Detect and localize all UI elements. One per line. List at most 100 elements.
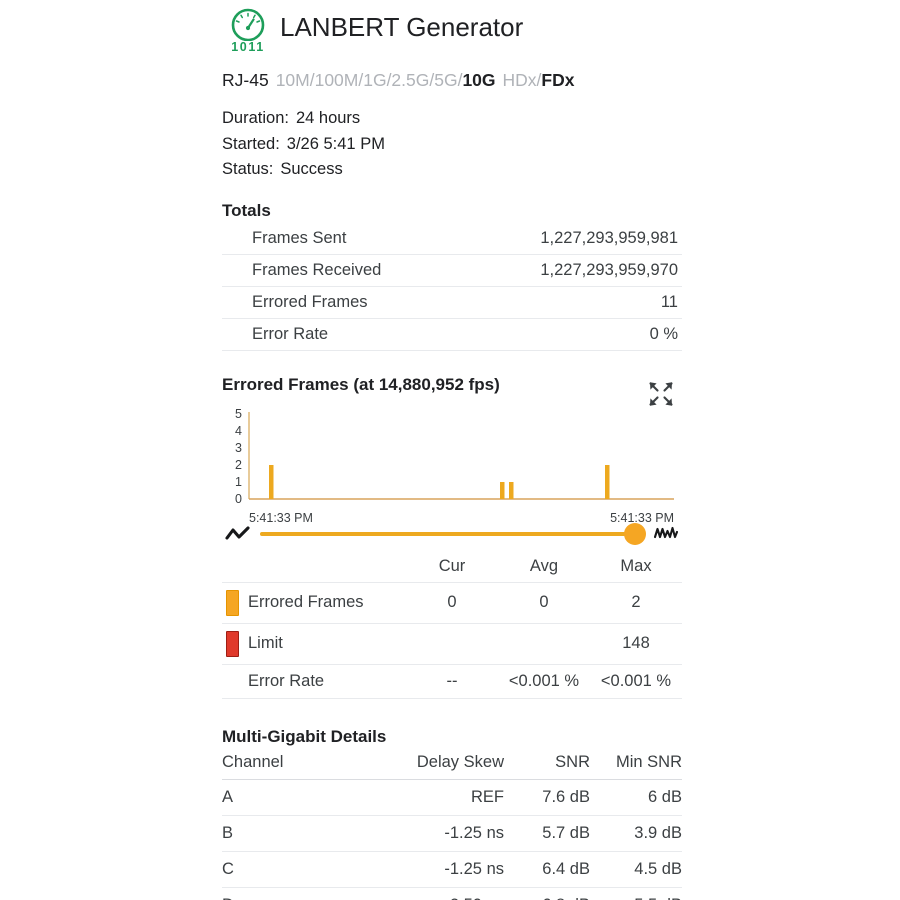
cell-min-snr: 6 dB bbox=[590, 779, 682, 816]
duplex-inactive: HDx/ bbox=[502, 70, 542, 90]
table-row: Frames Sent 1,227,293,959,981 bbox=[222, 222, 682, 255]
stats-row-label: Errored Frames bbox=[248, 582, 406, 624]
legend-swatch-errored-frames bbox=[226, 589, 239, 616]
chart-header: Errored Frames (at 14,880,952 fps) bbox=[222, 374, 682, 406]
table-row: Frames Received 1,227,293,959,970 bbox=[222, 254, 682, 287]
status-value: Success bbox=[280, 160, 343, 178]
coarse-wave-icon[interactable] bbox=[222, 525, 254, 543]
stats-row-label: Error Rate bbox=[248, 664, 406, 699]
table-row: Errored Frames 11 bbox=[222, 286, 682, 319]
stats-header-name bbox=[248, 552, 406, 583]
app-logo: 1011 bbox=[222, 6, 274, 54]
stats-row-max: 2 bbox=[590, 582, 682, 624]
cell-channel: C bbox=[222, 851, 372, 888]
stats-header-max: Max bbox=[590, 552, 682, 583]
stats-header-swatch bbox=[222, 552, 248, 583]
logo-badge-text: 1011 bbox=[231, 40, 265, 54]
x-label-end: 5:41:33 PM bbox=[610, 510, 674, 525]
totals-row-value: 1,227,293,959,981 bbox=[465, 222, 682, 255]
cell-delay-skew: REF bbox=[372, 779, 504, 816]
legend-swatch-cell bbox=[222, 582, 248, 624]
stats-row-avg: <0.001 % bbox=[498, 664, 590, 699]
header-min-snr: Min SNR bbox=[590, 748, 682, 780]
stats-header-avg: Avg bbox=[498, 552, 590, 583]
header-snr: SNR bbox=[504, 748, 590, 780]
test-meta-list: Duration: 24 hours Started: 3/26 5:41 PM S… bbox=[222, 106, 682, 183]
cell-min-snr: 5.5 dB bbox=[590, 887, 682, 900]
page-title: LANBERT Generator bbox=[280, 12, 524, 42]
table-row: Limit 148 bbox=[222, 623, 682, 665]
svg-text:4: 4 bbox=[235, 424, 242, 438]
cell-delay-skew: -2.50 ns bbox=[372, 887, 504, 900]
slider-track-fill bbox=[260, 531, 644, 536]
started-label: Started: bbox=[222, 134, 280, 153]
expand-icon[interactable] bbox=[646, 379, 676, 409]
totals-row-label: Error Rate bbox=[222, 318, 466, 351]
errored-frames-chart: 5 4 3 2 1 0 5:41:33 P bbox=[222, 407, 682, 525]
duplex-active: FDx bbox=[541, 70, 575, 90]
svg-text:5: 5 bbox=[235, 407, 242, 421]
duration-value: 24 hours bbox=[295, 109, 361, 127]
started-value: 3/26 5:41 PM bbox=[286, 134, 385, 153]
svg-text:3: 3 bbox=[235, 441, 242, 455]
stats-row-max: <0.001 % bbox=[590, 664, 682, 699]
cell-channel: D bbox=[222, 887, 372, 900]
report-content: 1011 LANBERT Generator RJ-45 10M/100M/1G/… bbox=[222, 0, 682, 900]
stats-header-cur: Cur bbox=[406, 552, 498, 583]
cell-channel: A bbox=[222, 779, 372, 816]
speed-active: 10G bbox=[462, 70, 496, 90]
cell-delay-skew: -1.25 ns bbox=[372, 815, 504, 852]
legend-swatch-cell bbox=[222, 623, 248, 665]
table-row: D -2.50 ns 6.8 dB 5.5 dB bbox=[222, 887, 682, 900]
totals-row-value: 0 % bbox=[465, 318, 682, 351]
link-summary: RJ-45 10M/100M/1G/2.5G/5G/10G HDx/FDx bbox=[222, 68, 682, 92]
cell-min-snr: 3.9 dB bbox=[590, 815, 682, 852]
cell-min-snr: 4.5 dB bbox=[590, 851, 682, 888]
multigig-header-row: Channel Delay Skew SNR Min SNR bbox=[222, 748, 682, 780]
totals-row-label: Frames Received bbox=[222, 254, 466, 287]
table-row: B -1.25 ns 5.7 dB 3.9 dB bbox=[222, 815, 682, 852]
meta-row-status: Status: Success bbox=[222, 157, 682, 183]
fine-wave-icon[interactable] bbox=[650, 525, 682, 543]
table-row: Error Rate -- <0.001 % <0.001 % bbox=[222, 664, 682, 699]
totals-table: Frames Sent 1,227,293,959,981 Frames Rec… bbox=[222, 222, 682, 351]
legend-swatch-limit bbox=[226, 630, 239, 657]
chart-title: Errored Frames (at 14,880,952 fps) bbox=[222, 374, 500, 394]
duration-label: Duration: bbox=[222, 109, 289, 127]
totals-row-value: 11 bbox=[465, 286, 682, 319]
gauge-icon bbox=[230, 8, 266, 41]
header-delay-skew: Delay Skew bbox=[372, 748, 504, 780]
cell-snr: 5.7 dB bbox=[504, 815, 590, 852]
chart-plot: 5 4 3 2 1 0 bbox=[235, 407, 674, 506]
table-row: Errored Frames 0 0 2 bbox=[222, 582, 682, 624]
multigigabit-heading: Multi-Gigabit Details bbox=[222, 726, 387, 746]
svg-text:2: 2 bbox=[235, 458, 242, 472]
app-header: 1011 LANBERT Generator bbox=[222, 0, 682, 60]
meta-row-duration: Duration: 24 hours bbox=[222, 106, 682, 132]
stats-row-avg bbox=[498, 623, 590, 665]
header-channel: Channel bbox=[222, 748, 372, 780]
connector-type: RJ-45 bbox=[222, 70, 269, 90]
chart-resolution-slider[interactable] bbox=[222, 517, 682, 551]
slider-track[interactable] bbox=[260, 522, 646, 546]
stats-row-max: 148 bbox=[590, 623, 682, 665]
status-label: Status: bbox=[222, 160, 274, 178]
slider-thumb[interactable] bbox=[624, 522, 646, 545]
chart-x-axis-labels: 5:41:33 PM 5:41:33 PM bbox=[249, 511, 674, 529]
stats-row-avg: 0 bbox=[498, 582, 590, 624]
table-row: C -1.25 ns 6.4 dB 4.5 dB bbox=[222, 851, 682, 888]
x-label-start: 5:41:33 PM bbox=[249, 510, 313, 525]
cell-delay-skew: -1.25 ns bbox=[372, 851, 504, 888]
totals-row-label: Errored Frames bbox=[222, 286, 466, 319]
stats-row-cur: 0 bbox=[406, 582, 498, 624]
stats-row-cur: -- bbox=[406, 664, 498, 699]
cell-snr: 6.4 dB bbox=[504, 851, 590, 888]
stats-row-label: Limit bbox=[248, 623, 406, 665]
stats-header-row: Cur Avg Max bbox=[222, 552, 682, 583]
legend-swatch-cell bbox=[222, 664, 248, 699]
chart-stats-table: Cur Avg Max Errored Frames 0 0 2 Limit bbox=[222, 552, 682, 699]
totals-heading: Totals bbox=[222, 200, 271, 220]
cell-channel: B bbox=[222, 815, 372, 852]
cell-snr: 6.8 dB bbox=[504, 887, 590, 900]
